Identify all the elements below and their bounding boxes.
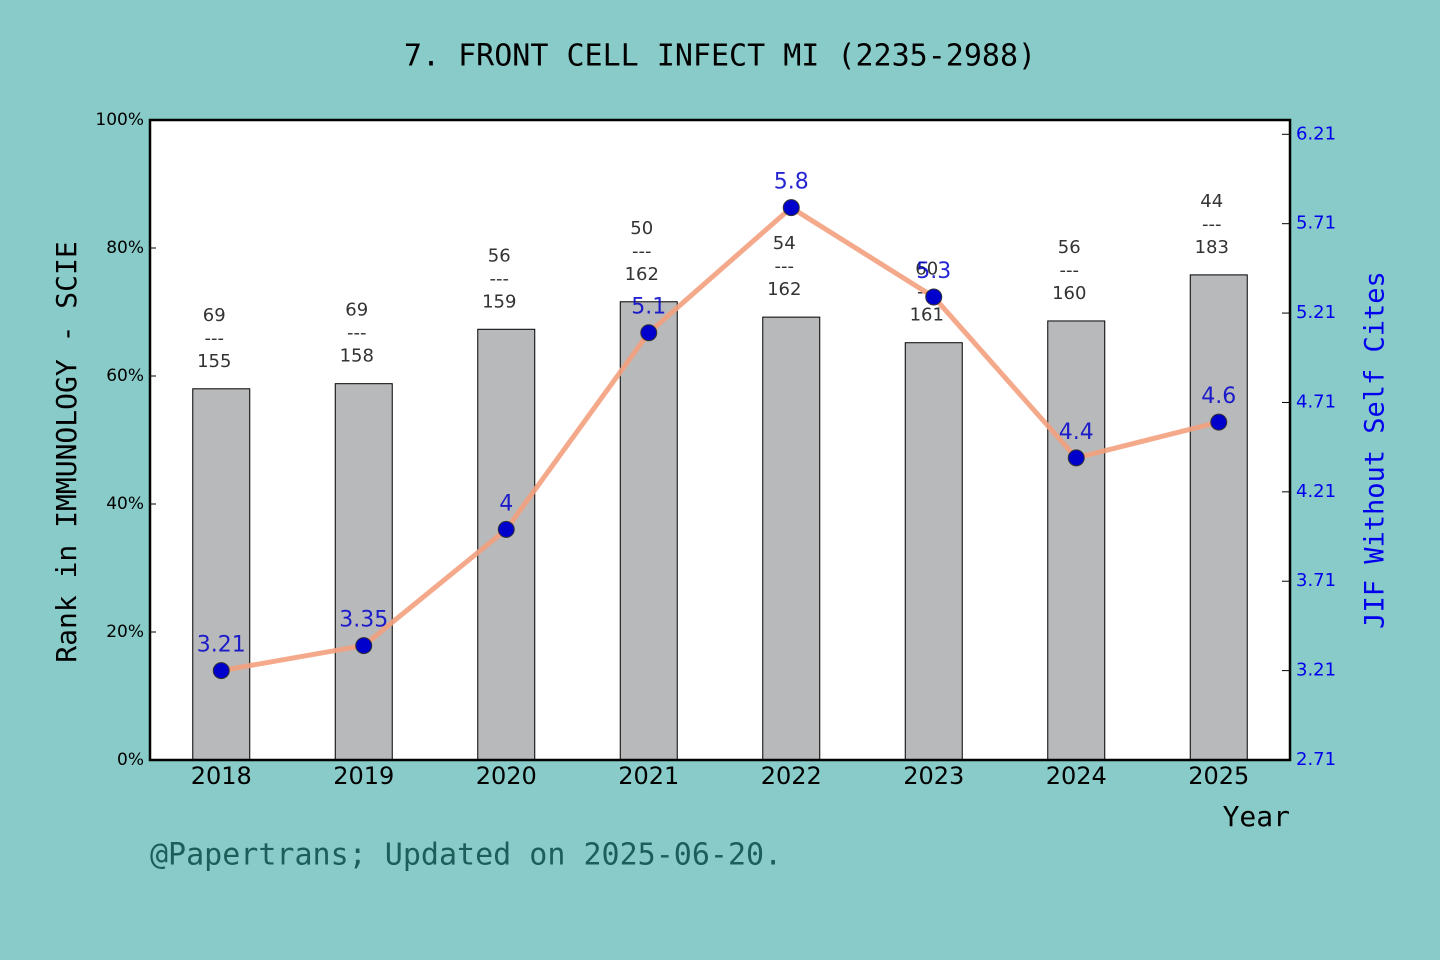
x-tick-label: 2019 — [333, 762, 394, 790]
chart-title: 7. FRONT CELL INFECT MI (2235-2988) — [404, 39, 1036, 74]
rank-label: 158 — [340, 346, 374, 367]
rank-label: 155 — [197, 351, 231, 372]
bar — [619, 301, 678, 761]
rank-label: --- — [775, 256, 795, 277]
line-marker — [497, 520, 515, 538]
value-label: 3.35 — [339, 608, 388, 633]
rank-label: 160 — [1052, 283, 1086, 304]
footer: @Papertrans; Updated on 2025-06-20. — [150, 838, 782, 873]
rank-label: 69 — [345, 300, 368, 321]
y2-axis-label: JIF Without Self Cites — [1360, 271, 1391, 629]
value-label: 4.6 — [1201, 384, 1236, 409]
y2-tick-label: 3.21 — [1296, 660, 1336, 681]
plot-frame — [148, 118, 1292, 762]
line — [220, 204, 1220, 674]
x-axis-label: Year — [1223, 800, 1290, 833]
rank-label: 50 — [630, 218, 653, 239]
line-marker — [355, 637, 373, 655]
rank-label: 162 — [767, 279, 801, 300]
x-tick-label: 2018 — [191, 762, 252, 790]
rank-label: 56 — [1058, 237, 1081, 258]
y2-tick-label: 5.71 — [1296, 213, 1336, 234]
x-tick-label: 2025 — [1188, 762, 1249, 790]
value-label: 5.3 — [916, 259, 951, 284]
y-tick-label: 20% — [106, 622, 144, 642]
rank-label: 54 — [773, 233, 796, 254]
x-tick-label: 2021 — [618, 762, 679, 790]
value-label: 5.1 — [631, 295, 666, 320]
y2-tick-label: 3.71 — [1296, 570, 1336, 591]
line-marker — [925, 288, 943, 306]
bar — [192, 388, 251, 761]
rank-label: 44 — [1200, 191, 1223, 212]
x-tick-label: 2022 — [761, 762, 822, 790]
rank-label: --- — [347, 323, 367, 344]
y-tick-label: 60% — [106, 366, 144, 386]
rank-label: 159 — [482, 291, 516, 312]
line-marker — [212, 662, 230, 680]
value-label: 4.4 — [1059, 420, 1094, 445]
rank-label: 69 — [203, 305, 226, 326]
y-tick-label: 100% — [95, 110, 144, 130]
y-axis-label: Rank in IMMUNOLOGY - SCIE — [50, 241, 83, 662]
y2-tick-label: 4.71 — [1296, 391, 1336, 412]
y2-tick-label: 6.21 — [1296, 123, 1336, 144]
y2-tick-label: 5.21 — [1296, 302, 1336, 323]
value-label: 3.21 — [197, 633, 246, 658]
value-label: 4 — [499, 491, 513, 516]
x-tick-label: 2023 — [903, 762, 964, 790]
y-tick-label: 0% — [117, 750, 144, 770]
x-tick-label: 2020 — [476, 762, 537, 790]
bar — [904, 342, 963, 761]
rank-label: --- — [205, 328, 225, 349]
rank-label: --- — [1060, 260, 1080, 281]
y-tick-label: 80% — [106, 238, 144, 258]
bar — [762, 316, 821, 761]
rank-label: 161 — [910, 305, 944, 326]
value-label: 5.8 — [774, 170, 809, 195]
rank-label: 56 — [488, 245, 511, 266]
rank-label: 183 — [1195, 237, 1229, 258]
line-marker — [1067, 449, 1085, 467]
plot-area — [150, 120, 1290, 760]
y2-tick-label: 2.71 — [1296, 749, 1336, 770]
rank-label: 60 — [915, 259, 938, 280]
y-tick-label: 40% — [106, 494, 144, 514]
bar — [1189, 274, 1248, 761]
bar — [1047, 320, 1106, 761]
rank-label: 162 — [625, 264, 659, 285]
y2-tick-label: 4.21 — [1296, 481, 1336, 502]
line-marker — [640, 324, 658, 342]
bar — [334, 383, 393, 761]
x-tick-label: 2024 — [1046, 762, 1107, 790]
rank-label: --- — [1202, 214, 1222, 235]
line-marker — [1210, 413, 1228, 431]
rank-label: --- — [632, 241, 652, 262]
rank-label: --- — [490, 268, 510, 289]
line-marker — [782, 199, 800, 217]
